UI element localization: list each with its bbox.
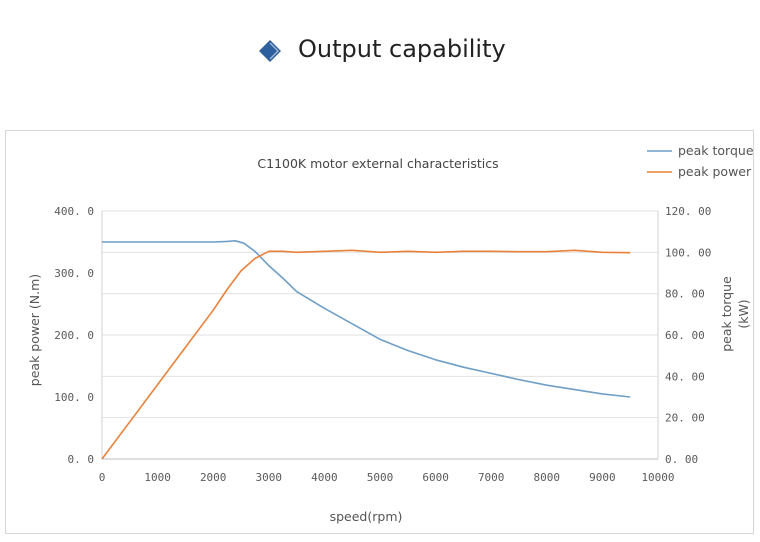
- x-tick-label: 3000: [256, 471, 283, 484]
- series-line-peak-torque: [102, 240, 631, 398]
- series-line-peak-power: [101, 249, 631, 460]
- y-axis-left-label: peak power (N.m): [27, 274, 42, 386]
- y-left-tick-label: 300. 0: [54, 267, 94, 280]
- page-title: Output capability: [298, 35, 506, 63]
- y-axis-right-label: peak torque (kW): [719, 276, 751, 352]
- chart-panel: 0 1000 2000 3000 4000 5000 6000 7000 8000 9000 100…: [5, 130, 754, 534]
- y-axis-right-label-line2: (kW): [736, 299, 751, 328]
- x-tick-label: 8000: [534, 471, 561, 484]
- y-right-tick-label: 100. 00: [665, 246, 711, 259]
- y-axis-right-label-line1: peak torque: [719, 276, 734, 352]
- diamond-icon: [259, 40, 281, 62]
- y-right-tick-label: 60. 00: [665, 329, 705, 342]
- y-left-tick-label: 0. 0: [68, 453, 95, 466]
- y-right-tick-label: 0. 00: [665, 453, 698, 466]
- chart-series: [101, 240, 631, 460]
- x-tick-label: 5000: [367, 471, 394, 484]
- y-left-tick-label: 100. 0: [54, 391, 94, 404]
- y-right-tick-label: 80. 00: [665, 288, 705, 301]
- chart-grid: [101, 210, 659, 460]
- chart-ticks: 0 1000 2000 3000 4000 5000 6000 7000 8000 9000 100…: [54, 205, 711, 484]
- x-tick-label: 1000: [144, 471, 171, 484]
- x-tick-label: 0: [99, 471, 106, 484]
- x-tick-label: 4000: [311, 471, 338, 484]
- y-left-tick-label: 200. 0: [54, 329, 94, 342]
- x-tick-label: 9000: [589, 471, 616, 484]
- legend-label-peak-torque: peak torque: [678, 143, 754, 158]
- section-header: Output capability: [0, 0, 760, 110]
- legend-label-peak-power: peak power: [678, 164, 752, 179]
- line-chart: 0 1000 2000 3000 4000 5000 6000 7000 8000 9000 100…: [27, 143, 754, 524]
- chart-title: C1100K motor external characteristics: [257, 156, 498, 171]
- y-right-tick-label: 120. 00: [665, 205, 711, 218]
- x-tick-label: 2000: [200, 471, 227, 484]
- y-left-tick-label: 400. 0: [54, 205, 94, 218]
- chart-legend: peak torque peak power: [647, 143, 754, 179]
- x-tick-label: 7000: [478, 471, 505, 484]
- x-tick-label: 6000: [422, 471, 449, 484]
- x-axis-label: speed(rpm): [330, 509, 403, 524]
- y-right-tick-label: 20. 00: [665, 412, 705, 425]
- x-tick-label: 10000: [641, 471, 674, 484]
- y-right-tick-label: 40. 00: [665, 370, 705, 383]
